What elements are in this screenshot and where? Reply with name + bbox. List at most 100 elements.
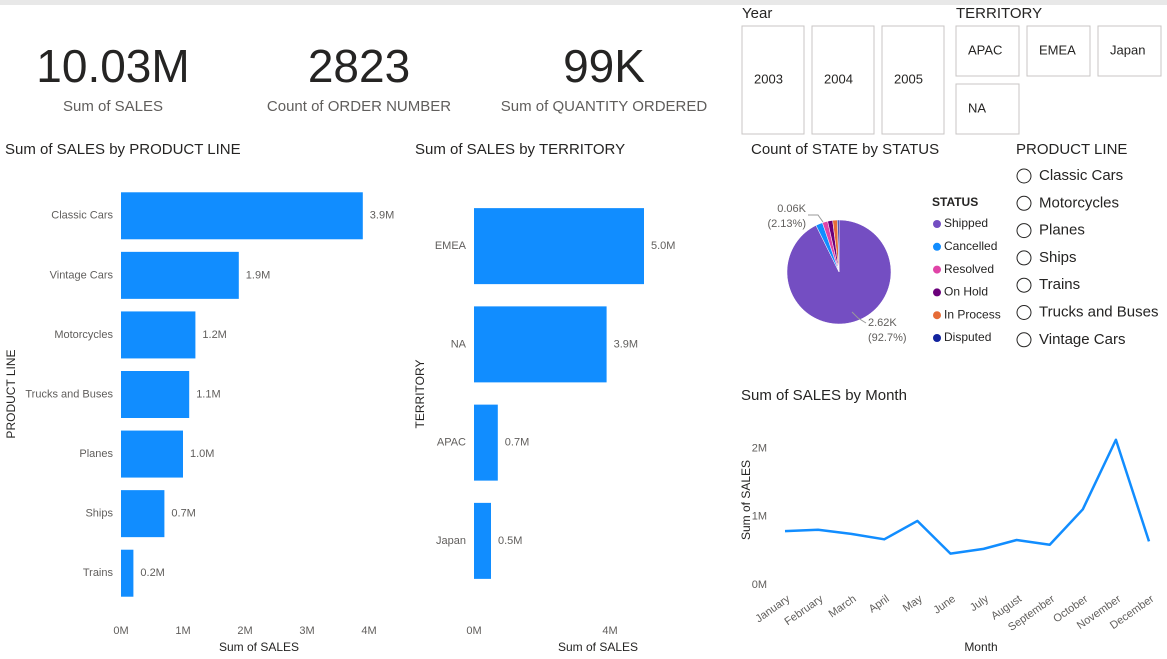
radio-button[interactable] [1016, 168, 1032, 184]
slicer-tile[interactable] [955, 25, 1020, 77]
x-tick-label: 4M [602, 625, 617, 637]
card-value: 2823 [308, 40, 410, 92]
y-tick-label: Trucks and Buses [25, 388, 113, 400]
x-tick-label: 2M [237, 625, 252, 637]
legend-label: Disputed [944, 330, 991, 344]
legend-marker [933, 288, 941, 297]
chart-title: Sum of SALES by Month [741, 387, 907, 404]
bar [121, 430, 183, 478]
slicer-tile[interactable] [1097, 25, 1162, 77]
leader-line [851, 311, 867, 324]
bar [474, 404, 498, 481]
pie-slice [837, 219, 840, 273]
slicer-item[interactable]: APAC [968, 42, 1002, 57]
y-tick-label: Trains [83, 567, 114, 579]
x-tick-label: March [827, 593, 859, 620]
slicer-item[interactable]: NA [968, 100, 986, 115]
slicer-title: Year [742, 5, 772, 22]
y-tick-label: Vintage Cars [50, 269, 114, 281]
slicer-item[interactable]: 2004 [824, 71, 853, 86]
radio-button[interactable] [1016, 332, 1032, 348]
legend-label: Cancelled [944, 239, 997, 253]
y-axis-title: PRODUCT LINE [4, 349, 18, 438]
legend-marker [933, 334, 941, 342]
x-axis-title: Sum of SALES [558, 640, 638, 654]
data-label: 1.9M [246, 269, 270, 281]
radio-button[interactable] [1016, 250, 1032, 266]
x-axis-title: Sum of SALES [219, 640, 299, 654]
legend-marker [933, 242, 941, 251]
y-tick-label: EMEA [435, 240, 467, 252]
line [784, 438, 1151, 555]
data-label: 3.9M [370, 210, 394, 222]
x-tick-label: 4M [361, 625, 376, 637]
data-label: 0.06K [777, 203, 806, 215]
bar [121, 251, 239, 299]
x-tick-label: 3M [299, 625, 314, 637]
slicer-item[interactable]: Trains [1039, 276, 1080, 293]
y-tick-label: 2M [752, 443, 767, 455]
data-label: 1.1M [196, 388, 220, 400]
card-label: Sum of QUANTITY ORDERED [501, 98, 708, 115]
bar [474, 502, 491, 579]
slicer-item[interactable]: Trucks and Buses [1039, 303, 1159, 320]
slicer-tile[interactable] [811, 25, 875, 135]
bar [121, 549, 134, 597]
radio-button[interactable] [1016, 277, 1032, 293]
x-tick-label: May [901, 593, 925, 615]
data-label: 2.62K [868, 317, 897, 329]
x-tick-label: July [968, 593, 991, 614]
data-label: 0.7M [505, 437, 529, 449]
slicer-item[interactable]: 2005 [894, 71, 923, 86]
data-label: 3.9M [614, 338, 638, 350]
slicer-item[interactable]: Classic Cars [1039, 167, 1123, 184]
x-tick-label: 0M [113, 625, 128, 637]
chart-title: Sum of SALES by PRODUCT LINE [5, 141, 241, 158]
slicer-item[interactable]: Motorcycles [1039, 194, 1119, 211]
y-tick-label: Planes [79, 448, 113, 460]
data-label: 0.7M [171, 508, 195, 520]
y-tick-label: APAC [437, 437, 466, 449]
slicer-item[interactable]: Planes [1039, 222, 1085, 239]
bar [121, 311, 196, 359]
chart-title: Count of STATE by STATUS [751, 141, 939, 158]
data-label: 0.2M [140, 567, 164, 579]
slicer-tile[interactable] [881, 25, 945, 135]
slicer-item[interactable]: Vintage Cars [1039, 331, 1125, 348]
slicer-title: PRODUCT LINE [1016, 141, 1127, 158]
data-label: (2.13%) [767, 218, 806, 230]
data-label: 1.2M [202, 329, 226, 341]
slicer-tile[interactable] [741, 25, 805, 135]
y-tick-label: Ships [85, 508, 113, 520]
x-tick-label: June [931, 593, 957, 617]
bar [121, 371, 190, 418]
legend-marker [933, 265, 941, 274]
radio-button[interactable] [1016, 305, 1032, 320]
legend-label: On Hold [944, 285, 988, 299]
slicer-item[interactable]: Ships [1039, 249, 1077, 266]
radio-button[interactable] [1016, 223, 1032, 239]
card-value: 99K [563, 40, 645, 92]
y-tick-label: Motorcycles [54, 329, 113, 341]
slicer-tile[interactable] [955, 83, 1020, 135]
x-tick-label: 1M [175, 625, 190, 637]
bar [474, 208, 644, 285]
bar [474, 306, 607, 383]
card-value: 10.03M [36, 40, 189, 92]
leader-line [808, 214, 824, 223]
y-axis-title: Sum of SALES [739, 460, 753, 540]
x-tick-label: February [783, 593, 826, 628]
legend-label: Resolved [944, 262, 994, 276]
y-tick-label: NA [451, 338, 467, 350]
legend-label: In Process [944, 307, 1001, 321]
slicer-item[interactable]: Japan [1110, 42, 1145, 57]
slicer-tile[interactable] [1026, 25, 1091, 77]
radio-button[interactable] [1016, 195, 1032, 211]
slicer-item[interactable]: EMEA [1039, 42, 1076, 57]
slicer-item[interactable]: 2003 [754, 71, 783, 86]
data-label: 5.0M [651, 240, 675, 252]
data-label: 0.5M [498, 535, 522, 547]
legend-marker [933, 311, 941, 320]
x-tick-label: 0M [466, 625, 481, 637]
